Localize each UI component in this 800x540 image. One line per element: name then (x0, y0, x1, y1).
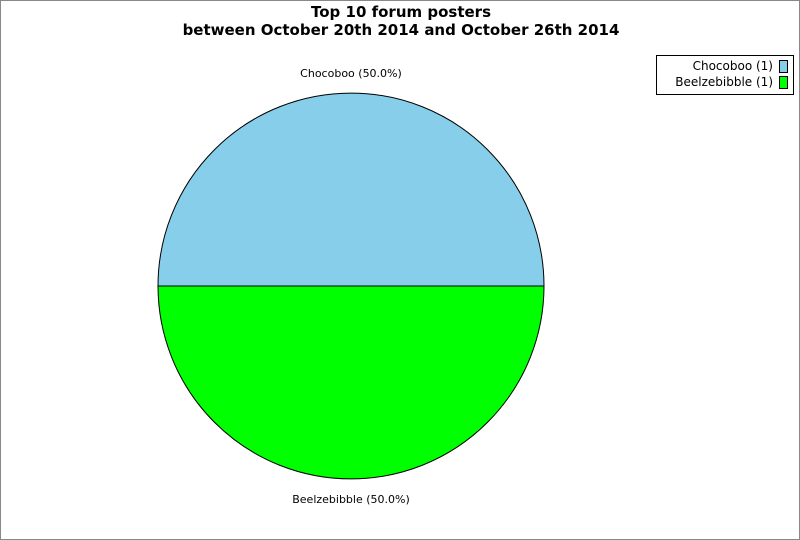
legend-swatch (779, 60, 788, 73)
chart-title-line-1: Top 10 forum posters (311, 3, 491, 21)
legend-swatch (779, 76, 788, 89)
legend-label: Beelzebibble (1) (675, 75, 773, 89)
pie-slice-chocoboo (157, 92, 545, 287)
slice-label: Beelzebibble (50.0%) (292, 493, 410, 506)
legend: Chocoboo (1) Beelzebibble (1) (656, 55, 794, 95)
legend-item-chocoboo: Chocoboo (1) (693, 59, 788, 74)
pie-slice-beelzebibble (157, 285, 545, 480)
slice-label: Chocoboo (50.0%) (300, 67, 402, 80)
chart-title-line-2: between October 20th 2014 and October 26… (182, 21, 620, 39)
legend-label: Chocoboo (1) (692, 59, 773, 73)
legend-item-beelzebibble: Beelzebibble (1) (675, 75, 788, 90)
